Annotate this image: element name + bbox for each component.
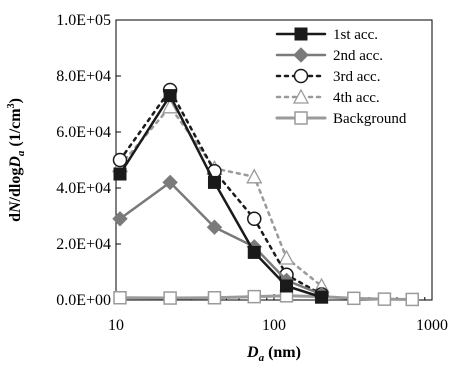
x-tick-label: 100: [262, 317, 286, 334]
data-point: [247, 211, 262, 227]
data-point: [163, 291, 177, 305]
y-tick-label: 0.0E+00: [56, 292, 111, 309]
data-point: [207, 291, 222, 305]
x-axis-title-unit: (nm): [264, 344, 301, 361]
data-point: [112, 211, 128, 227]
legend-entry-4: 4th acc.: [275, 88, 380, 106]
x-axis-title-main: D: [246, 344, 259, 361]
data-point: [162, 98, 179, 114]
y-axis-title-close: ): [7, 98, 24, 103]
legend-swatch-marker: [292, 88, 310, 104]
x-tick-label: 10: [108, 317, 124, 334]
legend-label: 1st acc.: [333, 27, 378, 43]
legend-label: 2nd acc.: [333, 48, 383, 64]
legend-entry-2: 2nd acc.: [275, 47, 383, 64]
y-tick-label: 8.0E+04: [56, 68, 111, 85]
data-point: [162, 174, 178, 191]
data-point: [278, 249, 295, 265]
y-tick-label: 2.0E+04: [56, 236, 111, 253]
legend-label: 4th acc.: [333, 90, 380, 106]
data-point: [113, 291, 127, 305]
y-tick-label: 4.0E+04: [56, 180, 111, 197]
legend-label: 3rd acc.: [333, 69, 380, 85]
y-tick-label: 1.0E+05: [56, 12, 111, 29]
legend: 1st acc. 2nd acc. 3rd acc. 4th acc. Backgrou…: [275, 27, 407, 127]
legend-entry-5: Background: [275, 111, 407, 127]
legend-swatch-marker: [294, 27, 308, 41]
plot-frame: [115, 19, 433, 301]
axes: 0.0E+00 2.0E+04 4.0E+04 6.0E+04 8.0E+04 1.0E+…: [56, 12, 448, 334]
series-layer: [111, 82, 420, 307]
x-axis-title: Da (nm): [246, 344, 301, 364]
legend-entry-1: 1st acc.: [275, 27, 378, 43]
data-point: [163, 89, 177, 103]
y-axis-title-prefix: d: [7, 213, 24, 222]
series-5: [113, 289, 420, 307]
y-axis-title-d: D: [7, 156, 24, 169]
y-axis-title-unit: (1/cm: [7, 108, 24, 151]
data-point: [246, 168, 263, 184]
legend-swatch-marker: [293, 47, 309, 63]
data-point: [405, 292, 420, 307]
y-axis-title-n: N: [7, 200, 24, 214]
data-point: [247, 289, 262, 304]
data-point: [315, 290, 329, 304]
legend-swatch-marker: [294, 111, 308, 125]
data-point: [280, 279, 294, 293]
data-point: [112, 152, 128, 168]
x-tick-label: 1000: [416, 317, 448, 334]
data-point: [377, 292, 392, 306]
data-point: [347, 291, 361, 306]
series-1: [113, 89, 329, 304]
y-axis-title-superscript: 3: [6, 103, 17, 108]
data-point: [207, 175, 221, 189]
y-axis-title-subscript: a: [15, 150, 27, 156]
legend-swatch-marker: [293, 68, 309, 84]
y-axis-title-mid: /dlog: [7, 168, 24, 203]
legend-label: Background: [333, 111, 407, 127]
y-axis-title: dN/dlogDa (1/cm3): [6, 98, 27, 222]
x-axis-title-subscript: a: [259, 352, 265, 364]
y-tick-label: 6.0E+04: [56, 124, 111, 141]
data-point: [206, 219, 223, 235]
legend-entry-3: 3rd acc.: [275, 68, 380, 85]
data-point: [113, 167, 127, 181]
data-point: [247, 245, 261, 259]
